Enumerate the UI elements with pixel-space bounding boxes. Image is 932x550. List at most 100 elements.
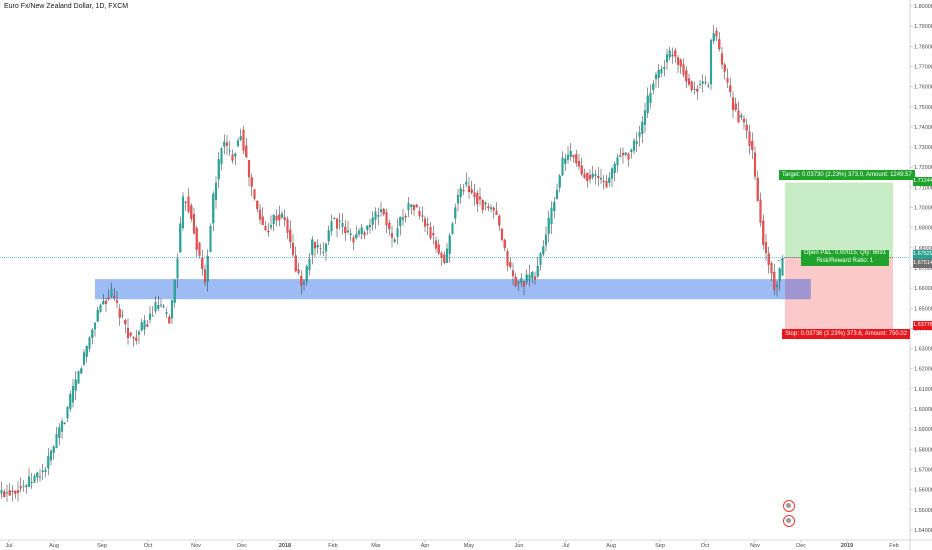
candle-body	[720, 53, 724, 65]
candle-body	[41, 470, 44, 472]
candle-body	[319, 248, 322, 250]
price-tick-label: 1.56000	[914, 488, 932, 494]
candle-body	[272, 214, 275, 224]
candle-body	[566, 154, 570, 160]
candle-body	[577, 161, 581, 167]
candle-body	[388, 222, 391, 230]
candle-body	[132, 336, 135, 339]
candle-body	[597, 176, 600, 178]
candle-body	[619, 155, 622, 158]
candle-body	[366, 225, 369, 230]
candle-body	[195, 228, 198, 250]
candle-body	[346, 230, 350, 233]
candle-body	[415, 205, 418, 208]
candle-body	[80, 368, 83, 374]
candle-body	[533, 276, 537, 280]
candle-body	[511, 270, 515, 277]
candle-body	[712, 33, 715, 41]
candle-body	[555, 189, 559, 200]
candle-body	[143, 320, 146, 330]
candle-body	[478, 196, 482, 200]
candle-body	[751, 141, 754, 150]
candle-body	[47, 456, 50, 469]
candle-body	[448, 235, 451, 254]
price-tick-label: 1.63000	[914, 347, 932, 353]
candle-body	[38, 476, 42, 478]
candle-body	[168, 316, 171, 324]
candle-body	[162, 305, 165, 307]
candle-body	[165, 312, 168, 314]
candle-body	[170, 299, 174, 319]
candle-body	[115, 300, 119, 303]
candle-body	[748, 131, 751, 147]
candle-body	[44, 469, 47, 473]
candle-body	[311, 239, 314, 255]
candle-body	[192, 214, 196, 234]
candle-body	[627, 153, 630, 160]
candle-body	[245, 145, 248, 158]
open-pnl-label[interactable]: Open P&L: 0.00015, Qty: 6691 Risk/Reward…	[801, 250, 890, 266]
candle-body	[690, 81, 693, 90]
candle-body	[723, 64, 726, 72]
time-tick-label: Mar	[371, 543, 381, 549]
candle-body	[275, 215, 278, 221]
candle-body	[33, 475, 36, 483]
candle-body	[137, 331, 141, 335]
candle-body	[209, 226, 212, 253]
zones-layer	[95, 182, 893, 333]
dividend-marker-icon[interactable]	[783, 515, 795, 527]
price-tick-label: 1.57000	[914, 467, 932, 473]
candle-body	[225, 142, 229, 146]
candle-body	[16, 490, 20, 493]
candle-body	[110, 288, 113, 297]
target-label[interactable]: Target: 0.03730 (2.23%) 373.0, Amount: 1…	[779, 170, 915, 180]
candle-body	[264, 226, 267, 231]
price-tick-label: 1.67000	[914, 266, 932, 272]
candle-body	[181, 196, 185, 229]
candle-body	[363, 232, 366, 236]
candle-body	[157, 305, 160, 309]
candle-body	[465, 181, 468, 185]
candle-body	[25, 485, 28, 488]
candle-body	[113, 296, 116, 298]
candle-body	[707, 85, 710, 87]
price-tick-label: 1.70000	[914, 206, 932, 212]
candle-body	[531, 272, 534, 279]
candle-body	[49, 450, 53, 461]
candle-body	[580, 165, 583, 175]
candle-body	[154, 302, 157, 312]
candle-body	[308, 259, 311, 271]
event-marker-icon[interactable]	[783, 500, 795, 512]
candle-body	[762, 220, 765, 245]
time-tick-label: Aug	[606, 543, 616, 549]
candle-body	[239, 136, 242, 140]
candle-body	[500, 228, 504, 240]
candle-body	[665, 54, 669, 63]
time-tick-label: Sep	[97, 543, 107, 549]
candle-body	[289, 229, 292, 243]
candle-body	[228, 150, 231, 152]
candle-body	[190, 205, 193, 219]
candle-body	[126, 328, 130, 339]
chart-symbol-title[interactable]: Euro Fx/New Zealand Dollar, 1D, FXCM	[4, 3, 129, 10]
candle-body	[696, 88, 699, 92]
price-tick-label: 1.80000	[914, 4, 932, 10]
candle-body	[305, 266, 308, 282]
candle-body	[484, 202, 487, 205]
candle-body	[440, 252, 443, 258]
stop-label[interactable]: Stop: 0.03736 (2.23%) 373.6, Amount: 750…	[782, 329, 911, 339]
candle-body	[495, 210, 498, 216]
candle-body	[129, 332, 132, 336]
candle-body	[432, 233, 435, 236]
candle-body	[767, 253, 770, 265]
candle-body	[324, 243, 328, 252]
candle-body	[583, 173, 586, 178]
candle-body	[731, 97, 735, 110]
price-tick-label: 1.60000	[914, 407, 932, 413]
candle-body	[421, 215, 424, 217]
candle-body	[91, 329, 94, 338]
candle-body	[184, 201, 187, 203]
